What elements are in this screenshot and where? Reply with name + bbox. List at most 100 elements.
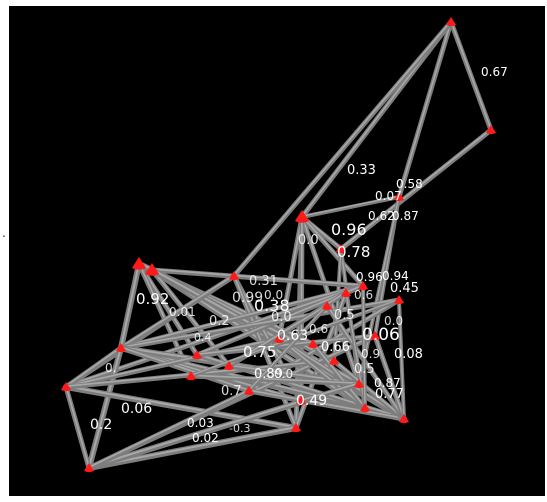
graph-node[interactable] (224, 361, 234, 371)
edge-weight-fragment: 0.2 (209, 314, 230, 329)
graph-edge-highlight (312, 342, 366, 409)
graph-edge (300, 195, 401, 219)
node-layer (61, 17, 496, 473)
edge-weight-label: 0.96 (356, 270, 383, 284)
graph-edge-highlight (301, 215, 364, 287)
graph-node[interactable] (132, 257, 146, 270)
edge-weight-label: 0.89 (254, 367, 283, 382)
graph-edge-highlight (65, 385, 297, 429)
graph-edge-highlight (398, 298, 405, 419)
edge-weight-label: 0.38 (254, 296, 290, 315)
graph-node[interactable] (329, 356, 339, 366)
edge-weight-fragment: 0.0 (274, 367, 293, 381)
graph-node[interactable] (354, 379, 364, 389)
label-layer: 0.310.99 0.00.50.60.00.0.2 0.00.70.50.60.0… (90, 65, 508, 445)
graph-node[interactable] (84, 463, 94, 473)
graph-edge-highlight (120, 274, 235, 349)
edge-weight-fragment: -0.3 (229, 422, 250, 435)
graph-edge-highlight (120, 284, 364, 349)
graph-node[interactable] (360, 403, 370, 413)
graph-edge-highlight (278, 337, 366, 409)
edge-weight-fragment: 0.0 (271, 310, 292, 325)
graph-node[interactable] (192, 350, 202, 360)
edge-weight-label: 0.45 (390, 281, 419, 296)
graph-edge-highlight (248, 304, 328, 391)
edge-weight-fragment: 0. (105, 361, 116, 375)
edge-weight-fragment: 0.0 (384, 314, 403, 328)
edge-weight-fragment: 0.5 (354, 362, 375, 377)
graph-node[interactable] (61, 382, 71, 392)
edge-weight-fragment: 0.5 (334, 308, 355, 323)
edge-weight-label: 0.66 (321, 340, 350, 355)
graph-viewport[interactable]: 0.31 0.99 0.0 0.5 0.6 0.0 0. 0.2 0.0 0.7 0.5 0.6 0.0… (9, 6, 545, 496)
graph-node[interactable] (322, 301, 332, 311)
graph-node[interactable] (370, 331, 380, 341)
graph-node[interactable] (229, 271, 239, 281)
graph-edge-highlight (333, 359, 405, 420)
edge-weight-fragment: 0.99 (232, 290, 263, 306)
graph-node[interactable] (291, 423, 301, 433)
graph-node[interactable] (336, 244, 346, 254)
edge-weight-label: 0.06 (362, 325, 400, 345)
graph-edge-highlight (340, 128, 492, 250)
edge-weight-fragment: 0.31 (249, 274, 278, 289)
edge-weight-label: 0.08 (394, 347, 423, 362)
graph-edge-highlight (248, 298, 400, 392)
graph-edge-highlight (362, 284, 366, 408)
edge-weight-label: 0.87 (392, 209, 419, 223)
graph-edge-highlight (120, 298, 400, 349)
graph-node[interactable] (341, 288, 351, 298)
graph-node[interactable] (244, 386, 254, 396)
graph-node[interactable] (186, 371, 196, 381)
graph-svg: 0.310.99 0.00.50.60.00.0.2 0.00.70.50.60.0… (61, 17, 508, 473)
graph-edge-highlight (88, 426, 297, 469)
graph-edge-highlight (65, 385, 90, 469)
graph-edge-highlight (398, 20, 452, 198)
graph-edge-highlight (120, 346, 250, 392)
edge-weight-label: 0.02 (192, 431, 219, 445)
graph-node[interactable] (116, 343, 126, 353)
graph-node[interactable] (308, 339, 318, 349)
edge-weight-label: 0.78 (337, 243, 370, 261)
edge-weight-label: 0.2 (90, 417, 112, 433)
graph-edge-highlight (374, 334, 405, 420)
graph-edge-highlight (65, 337, 280, 388)
graph-node[interactable] (486, 125, 496, 135)
edge-weight-fragment: 0.7 (221, 384, 242, 399)
graph-edge-highlight (345, 291, 366, 408)
edge-weight-label: 0.96 (331, 220, 367, 239)
graph-node[interactable] (394, 295, 404, 305)
edge-weight-label: 0.49 (296, 393, 327, 409)
edge-weight-label: 0.94 (382, 269, 409, 283)
graph-edge-highlight (233, 20, 452, 277)
graph-edge-highlight (196, 334, 376, 356)
edge-weight-label: 0.77 (375, 387, 404, 402)
graph-edge-highlight (450, 20, 492, 131)
graph-node[interactable] (399, 414, 409, 424)
edge-weight-fragment: 0.01 (169, 305, 196, 319)
graph-edge-highlight (248, 389, 405, 420)
edge-weight-label: 0.33 (347, 163, 376, 178)
edge-weight-fragment: 0.0 (298, 233, 319, 248)
graph-edge-highlight (190, 374, 360, 385)
graph-node[interactable] (358, 281, 368, 291)
graph-node[interactable] (295, 210, 309, 223)
edge-weight-fragment: 0.9 (361, 347, 380, 361)
graph-node[interactable] (274, 334, 284, 344)
graph-node[interactable] (145, 263, 159, 276)
edge-weight-label: 0.75 (243, 343, 276, 361)
graph-node[interactable] (394, 192, 404, 202)
edge-layer (63, 19, 494, 471)
edge-weight-label: 0.92 (136, 290, 169, 308)
edge-weight-fragment: 0.6 (354, 288, 373, 302)
edge-weight-label: 0.62 (368, 209, 395, 223)
graph-edge-highlight (301, 195, 400, 217)
graph-edge-highlight (151, 268, 364, 287)
graph-edge-highlight (120, 262, 140, 349)
graph-node[interactable] (296, 396, 306, 406)
graph-edge-highlight (300, 382, 360, 402)
edge-weight-label: 0.06 (121, 401, 152, 417)
graph-node[interactable] (446, 17, 456, 27)
graph-edge-highlight (65, 346, 122, 388)
edge-weight-label: 0.07 (375, 189, 402, 203)
